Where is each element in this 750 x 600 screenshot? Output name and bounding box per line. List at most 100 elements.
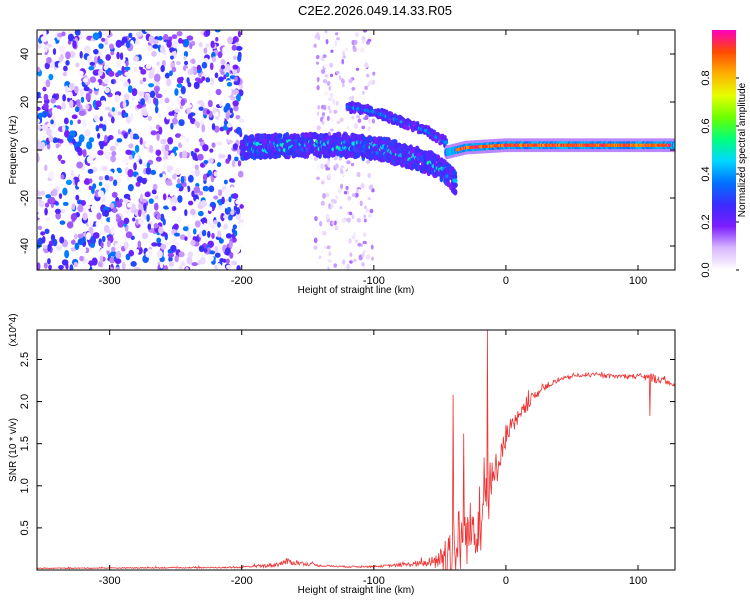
noise-speckle (198, 190, 204, 196)
noise-column-speckle (316, 76, 320, 83)
noise-speckle (52, 188, 58, 197)
noise-speckle (128, 32, 133, 39)
noise-speckle (87, 218, 94, 227)
noise-speckle (58, 154, 62, 162)
noise-speckle (79, 88, 84, 97)
noise-speckle (40, 231, 46, 236)
noise-speckle (102, 206, 110, 212)
noise-speckle (165, 78, 172, 87)
noise-speckle (110, 79, 115, 85)
noise-speckle (196, 64, 202, 71)
noise-speckle (140, 98, 146, 106)
colorbar-tick-label: 0.4 (700, 166, 712, 181)
noise-speckle (62, 94, 67, 102)
noise-speckle (232, 100, 239, 107)
noise-speckle (176, 30, 183, 37)
noise-speckle (143, 263, 148, 270)
noise-speckle (93, 56, 98, 65)
noise-speckle (105, 246, 111, 251)
noise-speckle (99, 248, 107, 255)
noise-speckle (211, 123, 216, 131)
noise-speckle (234, 245, 241, 254)
noise-speckle (107, 171, 114, 177)
noise-column-speckle (320, 248, 324, 254)
noise-speckle (126, 41, 131, 49)
ridge-core (452, 178, 458, 183)
noise-speckle (230, 186, 235, 193)
noise-speckle (214, 30, 221, 33)
noise-speckle (77, 181, 84, 188)
noise-speckle (204, 186, 209, 192)
noise-speckle (95, 124, 100, 132)
noise-speckle (127, 183, 134, 192)
noise-speckle (180, 99, 186, 106)
noise-speckle (95, 221, 100, 227)
noise-speckle (234, 156, 239, 162)
noise-speckle (122, 198, 129, 204)
noise-speckle (226, 122, 233, 128)
noise-speckle (99, 141, 104, 150)
noise-speckle (224, 188, 230, 196)
noise-speckle (233, 105, 239, 112)
noise-column-speckle (342, 55, 346, 59)
noise-speckle (68, 232, 74, 241)
noise-speckle (189, 117, 196, 125)
noise-speckle (48, 196, 56, 204)
ridge-speckle (336, 131, 342, 138)
noise-speckle (135, 181, 141, 187)
noise-speckle (145, 166, 152, 175)
noise-speckle (58, 264, 64, 270)
noise-speckle (225, 87, 232, 97)
noise-speckle (82, 149, 87, 158)
noise-speckle (214, 112, 219, 117)
noise-speckle (156, 132, 160, 141)
noise-speckle (150, 130, 157, 136)
noise-speckle (123, 66, 131, 71)
noise-speckle (178, 119, 185, 127)
noise-column-speckle (313, 237, 318, 244)
noise-speckle (122, 100, 127, 109)
branch-speckle (412, 120, 416, 125)
noise-speckle (82, 61, 86, 70)
noise-column-speckle (351, 95, 354, 101)
noise-speckle (201, 229, 207, 237)
noise-column-speckle (326, 160, 330, 166)
noise-speckle (114, 114, 121, 120)
noise-speckle (56, 224, 63, 229)
noise-speckle (203, 47, 208, 54)
noise-speckle (213, 219, 218, 224)
noise-speckle (144, 94, 149, 102)
noise-speckle (196, 30, 201, 36)
noise-speckle (123, 217, 130, 225)
noise-speckle (237, 30, 242, 38)
noise-speckle (213, 125, 220, 133)
noise-speckle (238, 118, 245, 124)
noise-speckle (191, 170, 197, 176)
noise-column-speckle (356, 171, 361, 178)
noise-speckle (157, 36, 163, 41)
noise-speckle (171, 34, 178, 40)
colorbar-label: Normalized spectral amplitude (737, 82, 748, 217)
noise-column-speckle (367, 70, 371, 75)
branch-core (443, 140, 449, 145)
noise-speckle (151, 51, 157, 57)
noise-speckle (83, 45, 91, 54)
noise-speckle (187, 200, 194, 206)
noise-speckle (131, 95, 136, 101)
noise-speckle (169, 70, 173, 77)
noise-speckle (170, 122, 174, 130)
noise-speckle (225, 258, 230, 264)
noise-speckle (122, 156, 129, 164)
spectrogram-y-tick-label: -40 (19, 238, 31, 254)
noise-speckle (116, 60, 122, 68)
noise-speckle (41, 236, 46, 244)
noise-column-speckle (354, 239, 359, 243)
noise-speckle (198, 41, 203, 48)
noise-speckle (104, 38, 109, 46)
noise-speckle (88, 65, 95, 71)
noise-speckle (153, 223, 159, 229)
noise-column-speckle (364, 62, 369, 69)
noise-speckle (89, 61, 95, 66)
noise-column-speckle (334, 163, 339, 169)
noise-speckle (123, 209, 128, 215)
